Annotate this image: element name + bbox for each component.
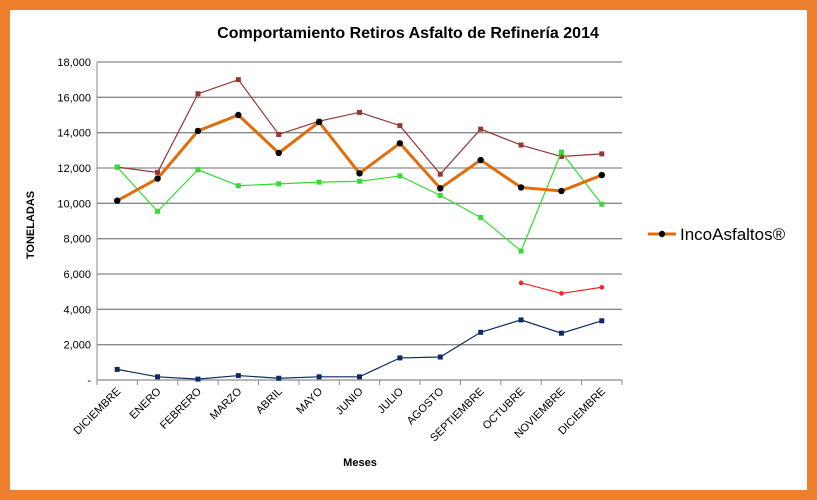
legend-label: IncoAsfaltos® bbox=[680, 225, 786, 244]
x-tick-label: ABRIL bbox=[254, 386, 285, 417]
x-tick-label: ENERO bbox=[128, 385, 164, 421]
series-serie-azul bbox=[114, 317, 605, 382]
data-point bbox=[397, 123, 403, 129]
y-tick-label: 4,000 bbox=[63, 304, 91, 316]
data-point bbox=[478, 126, 484, 132]
data-point bbox=[437, 171, 443, 177]
data-point bbox=[113, 197, 121, 204]
series-line bbox=[117, 319, 602, 380]
data-point bbox=[276, 181, 282, 187]
data-point bbox=[235, 373, 241, 379]
data-point bbox=[397, 173, 403, 179]
data-point bbox=[558, 154, 564, 160]
data-point bbox=[316, 179, 322, 185]
data-point bbox=[397, 355, 403, 361]
data-point bbox=[275, 149, 282, 157]
data-point bbox=[194, 127, 202, 135]
data-point bbox=[114, 366, 120, 372]
y-tick-label: 2,000 bbox=[63, 340, 91, 352]
data-point bbox=[235, 183, 241, 189]
data-point bbox=[357, 178, 362, 184]
data-point bbox=[437, 185, 444, 192]
data-point bbox=[235, 111, 242, 119]
data-point bbox=[437, 192, 443, 198]
data-point bbox=[437, 354, 443, 360]
data-point bbox=[599, 318, 605, 324]
data-point bbox=[598, 171, 606, 179]
data-point bbox=[316, 374, 322, 380]
data-point bbox=[599, 284, 605, 290]
data-point bbox=[114, 164, 120, 170]
x-tick-label: JUNIO bbox=[334, 385, 366, 417]
data-point bbox=[477, 156, 484, 164]
series-serie-roja bbox=[518, 280, 605, 296]
series-serie-marr-n bbox=[114, 77, 605, 177]
x-tick-label: FEBRERO bbox=[158, 385, 204, 431]
data-point bbox=[396, 140, 404, 147]
y-tick-label: 18,000 bbox=[57, 57, 91, 69]
x-tick-label: MAYO bbox=[294, 385, 325, 416]
y-tick-label: 16,000 bbox=[57, 92, 91, 104]
y-tick-label: 10,000 bbox=[57, 198, 91, 210]
series-line bbox=[116, 113, 603, 202]
data-point bbox=[155, 208, 161, 214]
legend-marker bbox=[658, 230, 666, 238]
y-tick-label: 12,000 bbox=[57, 163, 91, 175]
data-point bbox=[478, 214, 484, 220]
chart-title: Comportamiento Retiros Asfalto de Refine… bbox=[217, 25, 599, 42]
data-point bbox=[518, 317, 524, 323]
y-axis-label: TONELADAS bbox=[25, 191, 37, 259]
data-point bbox=[517, 184, 525, 191]
series-line bbox=[116, 150, 603, 253]
data-point bbox=[599, 151, 605, 157]
x-tick-label: MARZO bbox=[208, 385, 245, 422]
data-point bbox=[155, 169, 161, 175]
data-point bbox=[558, 149, 564, 155]
data-point bbox=[518, 248, 524, 254]
data-point bbox=[276, 131, 282, 137]
y-tick-label: 14,000 bbox=[57, 128, 91, 140]
data-point bbox=[518, 142, 524, 148]
series-line bbox=[117, 78, 602, 176]
series-serie-verde bbox=[114, 149, 605, 254]
data-point bbox=[235, 77, 241, 83]
series-incoasfaltos- bbox=[113, 111, 606, 204]
y-tick-label: 6,000 bbox=[63, 269, 91, 281]
data-point bbox=[195, 167, 201, 173]
data-point bbox=[195, 91, 201, 97]
data-point bbox=[558, 187, 565, 195]
data-point bbox=[559, 291, 564, 296]
data-point bbox=[357, 109, 362, 115]
x-tick-label: JULIO bbox=[375, 385, 406, 416]
x-tick-label: DICIEMBRE bbox=[72, 386, 124, 438]
data-point bbox=[357, 374, 362, 380]
data-point bbox=[558, 330, 564, 336]
x-tick-label: AGOSTO bbox=[405, 385, 447, 427]
y-tick-label: 8,000 bbox=[63, 234, 91, 246]
data-point bbox=[195, 376, 201, 382]
data-point bbox=[599, 201, 605, 207]
data-point bbox=[315, 118, 323, 126]
data-point bbox=[155, 374, 161, 380]
data-point bbox=[356, 170, 363, 177]
y-tick-label: - bbox=[87, 375, 91, 387]
data-point bbox=[518, 280, 524, 286]
legend: IncoAsfaltos® bbox=[648, 225, 786, 244]
data-point bbox=[154, 175, 161, 182]
x-axis-label: Meses bbox=[343, 457, 377, 469]
data-point bbox=[276, 375, 282, 381]
data-point bbox=[478, 329, 484, 335]
